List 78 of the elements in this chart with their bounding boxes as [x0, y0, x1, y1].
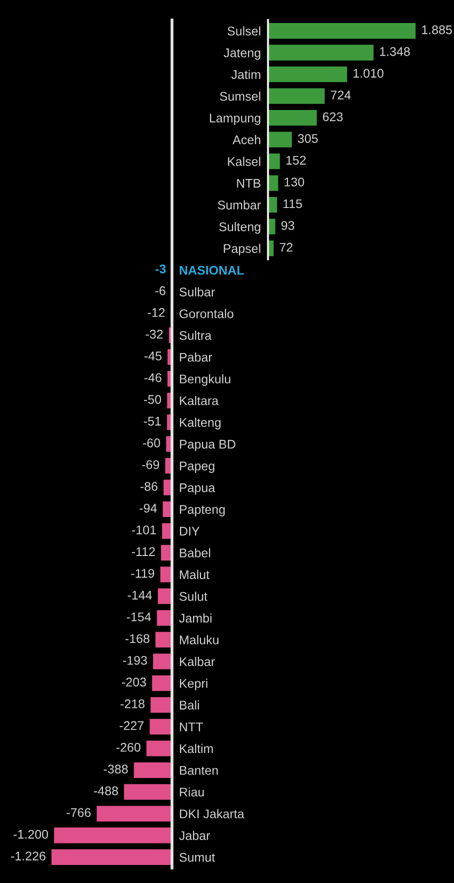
data-label: -12: [148, 308, 165, 317]
data-label: 1.885: [422, 25, 452, 34]
y-tick-label: Papua: [180, 483, 216, 495]
y-tick-label: Jateng: [224, 48, 260, 60]
data-label: -112: [132, 547, 155, 556]
y-tick-label: Bali: [180, 700, 199, 710]
data-label: -46: [144, 373, 162, 382]
y-tick-label: Papsel: [224, 244, 260, 256]
y-tick-label: Kaltim: [180, 744, 213, 754]
y-tick-label: Banten: [180, 766, 218, 775]
data-label: -32: [146, 330, 163, 339]
y-tick-label: Sumbar: [218, 200, 261, 210]
y-tick-label: Sumut: [180, 852, 215, 862]
data-label: -144: [128, 590, 152, 600]
y-tick-label: Lampung: [210, 114, 260, 125]
data-label: -69: [142, 460, 160, 470]
data-label: -193: [123, 656, 147, 665]
y-tick-label: Sulut: [180, 592, 208, 601]
data-label: -488: [94, 786, 118, 796]
data-label: -3: [156, 264, 166, 274]
data-label: -6: [155, 286, 166, 296]
data-label: 724: [330, 90, 351, 100]
y-tick-label: Kalteng: [180, 418, 221, 430]
y-tick-label: DKI Jakarta: [180, 809, 244, 818]
data-label: 130: [284, 178, 304, 186]
y-tick-label: Pabar: [180, 352, 212, 362]
y-tick-label: Jatim: [231, 70, 260, 80]
y-tick-label: NTT: [180, 722, 203, 732]
y-tick-label: Maluku: [180, 635, 218, 644]
data-label: -766: [66, 808, 91, 817]
data-label: 623: [322, 112, 343, 122]
y-tick-label: Malut: [180, 570, 210, 580]
y-tick-label: Riau: [180, 787, 204, 797]
data-label: -227: [120, 721, 144, 730]
data-label: -154: [126, 612, 151, 622]
y-tick-label: Papeg: [180, 462, 214, 473]
data-label: -1.226: [11, 852, 46, 860]
data-label: -45: [144, 352, 162, 360]
data-label: -119: [131, 568, 154, 578]
y-tick-label: Papua BD: [180, 440, 236, 452]
y-tick-label: Babel: [180, 548, 210, 558]
data-label: -388: [104, 764, 128, 774]
data-label: -94: [140, 504, 157, 513]
y-tick-label: DIY: [180, 526, 200, 536]
y-tick-label: NTB: [237, 179, 260, 188]
data-label: 1.010: [354, 68, 384, 78]
y-tick-label: Jambi: [179, 613, 212, 623]
data-label: -50: [144, 395, 162, 404]
data-label: 72: [280, 242, 292, 252]
data-label: -260: [116, 742, 140, 752]
y-tick-label: Kalsel: [228, 156, 260, 166]
y-tick-label: NASIONAL: [180, 266, 244, 275]
y-tick-label: Jabar: [179, 830, 210, 840]
y-tick-label: Kepri: [180, 678, 208, 690]
y-tick-label: Gorontalo: [180, 309, 234, 318]
data-label: 305: [298, 134, 318, 143]
data-label: -86: [140, 482, 158, 491]
y-tick-label: Bengkulu: [180, 374, 230, 386]
y-tick-label: Kaltara: [180, 396, 219, 406]
y-tick-label: Papteng: [180, 505, 225, 516]
data-label: -51: [144, 416, 161, 426]
y-tick-label: Sumsel: [220, 92, 260, 101]
y-tick-label: Aceh: [232, 135, 260, 144]
data-label: 1.348: [380, 47, 410, 56]
y-tick-label: Kalbar: [180, 656, 215, 666]
data-label: -168: [125, 634, 150, 644]
data-label: -1.200: [14, 830, 48, 839]
y-tick-label: Sulsel: [228, 26, 260, 36]
y-tick-label: Sulteng: [219, 222, 260, 234]
y-tick-label: Sulbar: [180, 287, 215, 296]
data-label: 115: [284, 199, 302, 208]
data-label: -218: [120, 699, 144, 708]
y-tick-label: Sultra: [180, 330, 212, 340]
data-label: -60: [143, 438, 160, 448]
data-label: -101: [132, 525, 156, 534]
data-label: -203: [122, 678, 146, 687]
data-label: 152: [286, 156, 306, 165]
data-label: 93: [281, 221, 294, 230]
